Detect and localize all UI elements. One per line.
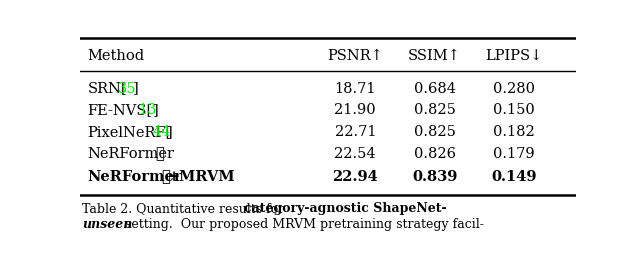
Text: SSIM↑: SSIM↑ (408, 49, 461, 63)
Text: LPIPS↓: LPIPS↓ (485, 49, 543, 63)
Text: 44: 44 (153, 125, 172, 139)
Text: 22.94: 22.94 (332, 170, 378, 184)
Text: 0.182: 0.182 (493, 125, 535, 139)
Text: 0.684: 0.684 (413, 82, 456, 95)
Text: ⋆: ⋆ (161, 170, 170, 184)
Text: unseen: unseen (83, 218, 133, 231)
Text: 0.825: 0.825 (413, 125, 456, 139)
Text: NeRFormer: NeRFormer (88, 170, 182, 184)
Text: 21.90: 21.90 (335, 103, 376, 117)
Text: 35: 35 (118, 82, 137, 95)
Text: PSNR↑: PSNR↑ (327, 49, 383, 63)
Text: 13: 13 (138, 103, 157, 117)
Text: 0.280: 0.280 (493, 82, 535, 95)
Text: 22.54: 22.54 (335, 147, 376, 161)
Text: 22.71: 22.71 (335, 125, 376, 139)
Text: setting.  Our proposed MRVM pretraining strategy facil-: setting. Our proposed MRVM pretraining s… (121, 218, 484, 231)
Text: 0.150: 0.150 (493, 103, 535, 117)
Text: 0.825: 0.825 (413, 103, 456, 117)
Text: ⋆: ⋆ (155, 147, 164, 161)
Text: PixelNeRF[: PixelNeRF[ (88, 125, 172, 139)
Text: ]: ] (167, 125, 173, 139)
Text: NeRFormer: NeRFormer (88, 147, 175, 161)
Text: 0.826: 0.826 (413, 147, 456, 161)
Text: SRN[: SRN[ (88, 82, 127, 95)
Text: FE-NVS[: FE-NVS[ (88, 103, 153, 117)
Text: +MRVM: +MRVM (168, 170, 235, 184)
Text: 18.71: 18.71 (335, 82, 376, 95)
Text: 0.839: 0.839 (412, 170, 458, 184)
Text: ]: ] (132, 82, 138, 95)
Text: 0.149: 0.149 (492, 170, 537, 184)
Text: 0.179: 0.179 (493, 147, 535, 161)
Text: category-agnostic ShapeNet-: category-agnostic ShapeNet- (244, 202, 446, 215)
Text: Method: Method (88, 49, 145, 63)
Text: ]: ] (152, 103, 158, 117)
Text: Table 2. Quantitative results for: Table 2. Quantitative results for (83, 202, 289, 215)
